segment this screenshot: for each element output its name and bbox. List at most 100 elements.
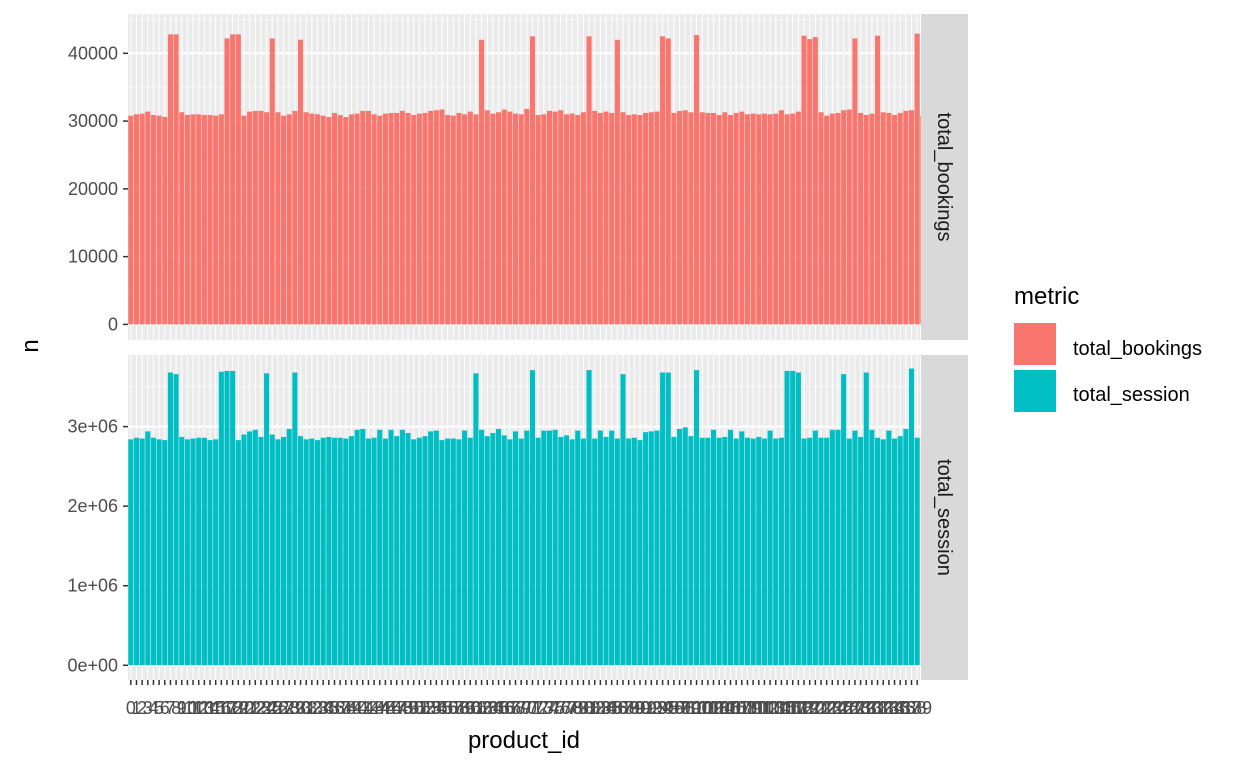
bar (201, 114, 207, 325)
bar (405, 432, 411, 666)
bar (179, 436, 185, 666)
bar (869, 429, 875, 666)
bar (190, 114, 196, 325)
x-tick-label: 81 (579, 698, 599, 718)
bar (852, 430, 858, 666)
y-tick-label: 3e+06 (67, 417, 118, 437)
bar (235, 440, 241, 666)
x-tick-label: 118 (784, 698, 813, 718)
bar (275, 439, 281, 666)
bar (614, 39, 620, 325)
y-tick-label: 10000 (68, 247, 118, 267)
x-tick-label: 10 (177, 698, 197, 718)
bar (626, 438, 632, 666)
bar (133, 437, 140, 666)
bar (569, 113, 575, 325)
x-tick-label: 97 (670, 698, 690, 718)
bar (292, 110, 298, 325)
bar (773, 113, 779, 325)
bar (360, 110, 366, 325)
y-tick-label: 20000 (68, 179, 118, 199)
facet-panel-total_bookings: 0 10000 20000 30000 40000 total_bookings (68, 14, 968, 340)
bar (467, 437, 473, 666)
bar (326, 117, 332, 325)
x-tick-label: 90 (630, 698, 650, 718)
panel-background (128, 14, 920, 340)
bar (343, 117, 349, 325)
x-tick-label: 89 (624, 698, 644, 718)
bar (660, 36, 666, 325)
x-tick-label: 103 (698, 698, 728, 718)
x-tick-label: 43 (364, 698, 384, 718)
bar (914, 33, 920, 325)
bar (473, 114, 479, 325)
x-tick-label: 80 (573, 698, 593, 718)
bar (343, 438, 349, 666)
x-tick-label: 94 (653, 698, 673, 718)
x-tick-label: 76 (551, 698, 571, 718)
bar (252, 110, 258, 325)
bar (258, 110, 264, 325)
x-tick-label: 65 (489, 698, 509, 718)
bar (196, 437, 202, 666)
bar (286, 114, 292, 325)
bar (563, 114, 569, 325)
bar (145, 431, 151, 666)
x-tick-label: 121 (800, 698, 830, 718)
bar (767, 430, 773, 666)
x-tick-label: 83 (590, 698, 610, 718)
bar (456, 112, 462, 325)
x-tick-label: 99 (681, 698, 701, 718)
x-tick-label: 46 (381, 698, 401, 718)
x-tick-label: 86 (607, 698, 627, 718)
x-tick-label: 95 (658, 698, 678, 718)
x-tick-label: 60 (460, 698, 480, 718)
x-tick-label: 37 (330, 698, 350, 718)
x-tick-label: 33 (307, 698, 327, 718)
x-tick-label: 84 (596, 698, 616, 718)
x-tick-label: 30 (291, 698, 311, 718)
bar (710, 112, 717, 325)
bar (586, 36, 592, 325)
bar (829, 113, 835, 325)
bar (835, 429, 841, 666)
legend-key-total-session (1014, 370, 1056, 412)
bar (156, 115, 162, 325)
x-tick-label: 53 (421, 698, 441, 718)
bar (631, 437, 637, 666)
x-tick-label: 66 (494, 698, 514, 718)
x-tick-label: 138 (896, 698, 926, 718)
x-tick-label: 17 (217, 698, 237, 718)
x-tick-label: 96 (664, 698, 684, 718)
bar (654, 430, 660, 666)
bar (693, 370, 700, 666)
bar (535, 437, 541, 666)
x-tick-label: 69 (511, 698, 531, 718)
bar (541, 114, 547, 325)
bar (756, 114, 762, 325)
x-tick-label: 56 (438, 698, 458, 718)
x-tick-label: 45 (375, 698, 395, 718)
x-tick-label: 3 (143, 698, 153, 718)
bar (394, 436, 400, 666)
bar (331, 437, 338, 666)
bar (388, 429, 394, 666)
x-tick-label: 74 (539, 698, 559, 718)
bar (371, 114, 377, 325)
bar (428, 431, 434, 666)
bar (150, 437, 157, 666)
x-tick-label: 133 (868, 698, 898, 718)
bar (167, 34, 173, 325)
bar (722, 112, 728, 325)
bar (314, 114, 321, 325)
bar (609, 430, 615, 666)
x-tick-label: 100 (682, 698, 712, 718)
bar (863, 372, 869, 666)
bar (643, 432, 649, 666)
x-tick-label: 57 (443, 698, 463, 718)
bar (739, 111, 745, 325)
bar (880, 112, 886, 325)
x-tick-label: 123 (812, 698, 842, 718)
facet-strip (921, 355, 968, 680)
bar (382, 113, 388, 325)
